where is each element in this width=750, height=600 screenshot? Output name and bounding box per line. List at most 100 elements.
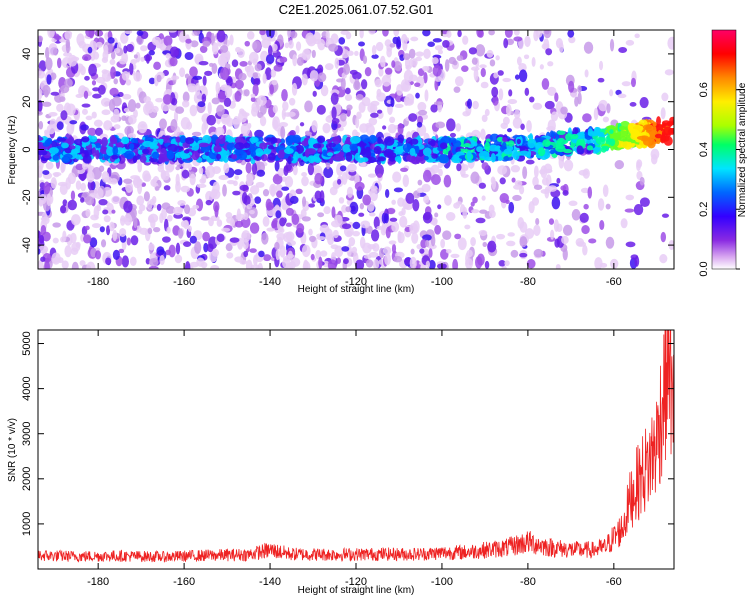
spectrogram-cell (272, 137, 278, 144)
spectrogram-cell (358, 212, 365, 217)
spectrogram-cell (467, 98, 473, 109)
spectrogram-cell (64, 245, 72, 258)
spectrogram-cell (97, 84, 106, 95)
spectrogram-cell (587, 186, 593, 199)
spectrogram-cell (136, 195, 145, 206)
spectrogram-cell (382, 246, 392, 255)
spectrogram-cell (233, 169, 243, 176)
spectrogram-cell (61, 156, 71, 164)
spectrogram-cell (382, 125, 387, 130)
spectrogram-cell (206, 114, 217, 126)
spectrogram-cell (551, 196, 561, 210)
figure-title: C2E1.2025.061.07.52.G01 (279, 2, 434, 17)
spectrogram-cell (241, 232, 248, 239)
spectrogram-cell (531, 197, 540, 206)
spectrogram-cell (301, 216, 311, 222)
spectrogram-cell (502, 77, 512, 83)
spectrogram-cell (605, 203, 611, 210)
spectrogram-cell (148, 258, 159, 267)
spectrogram-cell (122, 93, 132, 100)
spectrogram-cell (531, 57, 536, 67)
spectrogram-cell (220, 113, 231, 125)
spectrogram-cell (310, 253, 315, 261)
spectrogram-cell (360, 220, 371, 229)
spectrogram-cell (547, 61, 554, 67)
spectrogram-cell (262, 189, 270, 197)
spectrogram-cell (88, 30, 95, 39)
spectrogram-cell (417, 109, 428, 116)
spectrogram-cell (40, 256, 46, 262)
spectrogram-cell (602, 184, 609, 197)
spectrogram-cell (56, 103, 64, 113)
spectrogram-cell (409, 256, 417, 269)
spectrogram-cell (243, 212, 249, 221)
spectrogram-cell (265, 54, 275, 65)
spectrogram-cell (249, 210, 255, 215)
spectrogram-cell (42, 84, 51, 96)
spectrogram-cell (396, 36, 401, 48)
spectrogram-cell (267, 45, 273, 57)
spectrogram-cell (402, 81, 412, 92)
spectrogram-cell (372, 259, 380, 269)
spectrogram-cell (234, 142, 245, 150)
spectrogram-cell (241, 192, 248, 204)
spectrogram-cell (110, 66, 116, 79)
spectrogram-cell (568, 36, 576, 44)
spectrogram-cell (439, 142, 448, 150)
spectrogram-cell (386, 207, 396, 215)
spectrogram-cell (56, 121, 64, 131)
spectrogram-cell (533, 184, 543, 190)
spectrogram-cell (169, 46, 180, 58)
spectrogram-cell (391, 199, 396, 205)
spectrogram-cell (92, 87, 100, 92)
spectrogram-cell (586, 145, 594, 151)
spectrogram-cell (537, 147, 546, 157)
spectrogram-cell (266, 36, 272, 42)
x-tick-label: -180 (87, 576, 109, 588)
spectrogram-cell (215, 81, 221, 94)
spectrogram-cell (218, 134, 226, 145)
spectrogram-cell (456, 55, 464, 62)
spectrogram-cell (328, 43, 339, 52)
spectrogram-cell (468, 47, 478, 55)
spectrogram-cell (370, 229, 380, 242)
spectrogram-cell (133, 71, 142, 82)
spectrogram-cell (52, 222, 61, 228)
spectrogram-cell (582, 113, 592, 123)
spectrogram-cell (652, 121, 657, 127)
spectrogram-cell (446, 30, 452, 38)
spectrogram-cell (392, 171, 402, 183)
spectrogram-cell (428, 259, 436, 269)
spectrogram-cell (250, 93, 256, 98)
spectrogram-cell (231, 59, 239, 68)
spectrogram-cell (38, 235, 45, 244)
spectrogram-cell (492, 95, 499, 106)
spectrogram-cell (425, 260, 431, 269)
spectrogram-cell (269, 84, 274, 95)
spectrogram-cell (225, 243, 233, 252)
colorbar: 0.0 0.2 0.4 0.6 Normalized spectral amplitu… (698, 29, 748, 277)
spectrogram-cell (550, 111, 559, 122)
spectrogram-cell (454, 76, 464, 87)
spectrogram-cell (129, 62, 134, 75)
spectrogram-cell (475, 256, 483, 269)
spectrogram-cell (156, 74, 162, 83)
spectrogram-cell (437, 49, 444, 55)
spectrogram-cell (393, 255, 403, 263)
spectrogram-cell (533, 224, 541, 236)
spectrogram-cell (506, 240, 516, 247)
spectrogram-cell (139, 155, 147, 163)
spectrogram-cell (617, 93, 627, 99)
spectrogram-cell (160, 148, 167, 158)
spectrogram-cell (94, 30, 104, 37)
spectrogram-cell (525, 159, 535, 165)
spectrogram-cell (249, 185, 260, 195)
spectrogram-cell (602, 116, 610, 123)
spectrogram-cell (179, 67, 186, 78)
spectrogram-cell (290, 257, 301, 267)
spectrogram-cell (430, 164, 440, 174)
spectrogram-cell (91, 111, 97, 119)
snr-x-label: Height of straight line (km) (298, 585, 415, 596)
spectrogram-cell (193, 30, 201, 36)
spectrogram-cell (223, 156, 229, 163)
